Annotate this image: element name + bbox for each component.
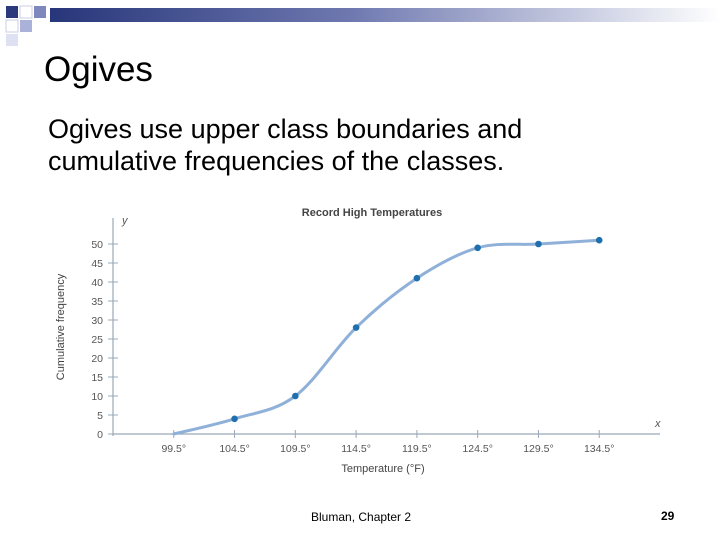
x-axis: 99.5° 104.5° 109.5° 114.5° 119.5° 124.5° 129.5… [113, 418, 661, 475]
decor-square [20, 20, 32, 32]
ogive-chart: 0 5 10 15 20 25 30 35 40 45 50 y Cumulative freque… [55, 207, 661, 475]
chart-title: Record High Temperatures [302, 207, 442, 219]
y-tick-label: 0 [97, 429, 103, 441]
decor-square [5, 19, 19, 33]
slide-body-text: Ogives use upper class boundaries and cu… [48, 114, 523, 176]
data-point [474, 244, 481, 252]
data-point [231, 415, 238, 423]
x-tick-label: 134.5° [584, 443, 614, 455]
y-tick-label: 30 [91, 315, 103, 327]
y-tick-label: 5 [97, 410, 103, 422]
y-tick-label: 25 [91, 334, 103, 346]
x-axis-label: Temperature (°F) [341, 463, 424, 475]
y-tick-label: 35 [91, 296, 103, 308]
x-tick-label: 124.5° [462, 443, 492, 455]
data-point [595, 236, 603, 244]
x-tick-label: 99.5° [161, 443, 186, 455]
page-number: 29 [661, 509, 675, 523]
y-tick-label: 15 [91, 372, 103, 384]
decor-square [19, 5, 33, 19]
x-tick-label: 129.5° [523, 443, 553, 455]
footer-citation: Bluman, Chapter 2 [311, 510, 412, 524]
data-point [292, 392, 299, 400]
header-decoration [5, 5, 720, 46]
x-tick-label: 109.5° [280, 443, 310, 455]
y-tick-label: 50 [91, 239, 103, 251]
ogive-line [172, 238, 601, 436]
data-point [352, 324, 360, 331]
y-tick-label: 10 [91, 391, 103, 403]
slide-title: Ogives [44, 50, 153, 89]
x-tick-label: 119.5° [402, 443, 432, 455]
decor-square [34, 6, 46, 18]
x-tick-label: 104.5° [219, 443, 249, 455]
y-axis: 0 5 10 15 20 25 30 35 40 45 50 y Cumulative freque… [55, 215, 129, 441]
y-tick-label: 45 [91, 258, 103, 270]
data-point [413, 274, 421, 282]
x-tick-label: 114.5° [341, 443, 371, 455]
y-axis-symbol: y [121, 215, 129, 227]
decor-square [6, 34, 18, 46]
decor-square [6, 6, 18, 18]
y-tick-label: 40 [91, 277, 103, 289]
data-point [535, 240, 542, 248]
y-axis-label: Cumulative frequency [55, 273, 67, 380]
x-axis-symbol: x [654, 418, 661, 430]
y-tick-label: 20 [91, 353, 103, 365]
